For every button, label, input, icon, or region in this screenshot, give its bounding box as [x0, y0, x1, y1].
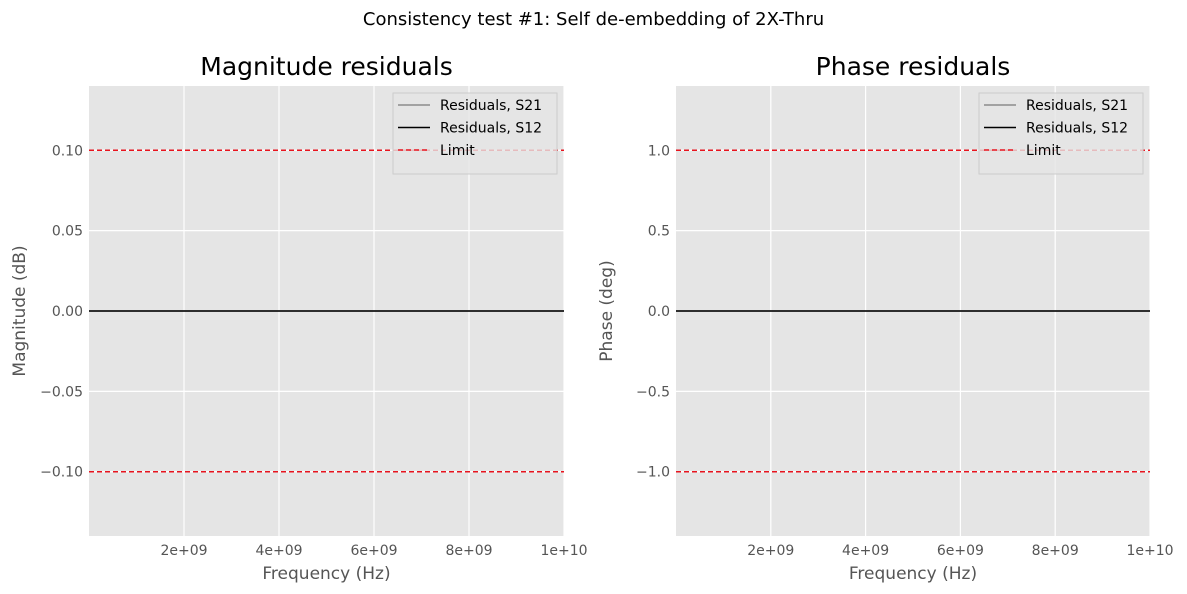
phase-legend	[978, 92, 1144, 175]
magnitude-x-axis-label: Frequency (Hz)	[262, 564, 390, 584]
phase-legend-label-limit: Limit	[1026, 143, 1061, 159]
phase-y-tick-label: 1.0	[648, 143, 670, 159]
magnitude-y-tick-label: −0.10	[40, 465, 83, 481]
phase-y-tick-label: −0.5	[636, 384, 670, 400]
magnitude-y-axis-label: Magnitude (dB)	[10, 245, 30, 376]
phase-x-tick-label: 4e+09	[842, 543, 889, 559]
magnitude-legend-label-s21: Residuals, S21	[440, 98, 542, 114]
magnitude-x-tick-label: 6e+09	[350, 543, 397, 559]
magnitude-chart-title: Magnitude residuals	[200, 52, 452, 81]
phase-x-tick-label: 8e+09	[1032, 543, 1079, 559]
phase-x-tick-label: 6e+09	[937, 543, 984, 559]
phase-x-axis-label: Frequency (Hz)	[849, 564, 977, 584]
phase-y-tick-label: 0.5	[648, 224, 670, 240]
magnitude-y-tick-label: 0.00	[52, 304, 83, 320]
phase-x-tick-label: 2e+09	[747, 543, 794, 559]
phase-legend-label-s21: Residuals, S21	[1026, 98, 1128, 114]
phase-y-tick-label: 0.0	[648, 304, 670, 320]
magnitude-x-tick-label: 8e+09	[445, 543, 492, 559]
phase-chart-title: Phase residuals	[816, 52, 1011, 81]
magnitude-y-tick-label: 0.05	[52, 224, 83, 240]
phase-x-tick-label: 1e+10	[1126, 543, 1173, 559]
magnitude-x-tick-label: 2e+09	[160, 543, 207, 559]
phase-y-tick-label: −1.0	[636, 465, 670, 481]
magnitude-legend-label-limit: Limit	[440, 143, 475, 159]
magnitude-legend	[392, 92, 558, 175]
magnitude-y-tick-label: −0.05	[40, 384, 83, 400]
phase-y-axis-label: Phase (deg)	[597, 260, 617, 361]
magnitude-y-tick-label: 0.10	[52, 143, 83, 159]
magnitude-x-tick-label: 1e+10	[540, 543, 587, 559]
figure-suptitle: Consistency test #1: Self de-embedding o…	[362, 9, 825, 30]
magnitude-x-tick-label: 4e+09	[255, 543, 302, 559]
phase-legend-label-s12: Residuals, S12	[1026, 121, 1128, 137]
magnitude-legend-label-s12: Residuals, S12	[440, 121, 542, 137]
